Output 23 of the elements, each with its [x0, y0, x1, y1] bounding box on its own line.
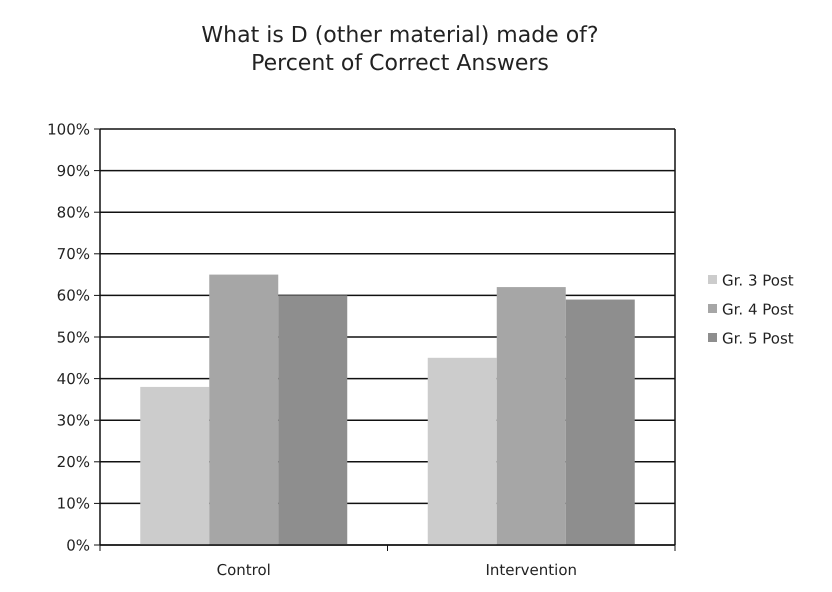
chart-title: What is D (other material) made of? Percent of Correct Answers [201, 23, 599, 76]
x-tick-label: Intervention [485, 561, 578, 579]
bar [278, 295, 348, 545]
bar [209, 274, 278, 545]
y-tick-label: 20% [56, 453, 90, 472]
bar [496, 287, 566, 545]
y-tick-label: 10% [56, 494, 90, 513]
x-tick-label: Control [216, 561, 271, 579]
y-tick-label: 80% [56, 203, 90, 222]
y-tick-label: 70% [56, 245, 90, 264]
y-tick-label: 100% [47, 120, 90, 138]
legend-label: Gr. 5 Post [722, 329, 794, 348]
bar [566, 300, 635, 545]
y-tick-label: 40% [56, 370, 90, 388]
legend-label: Gr. 4 Post [722, 300, 794, 318]
bar [140, 386, 210, 545]
bar [428, 358, 497, 545]
y-tick-label: 60% [56, 286, 90, 305]
y-tick-label: 30% [56, 411, 90, 430]
y-tick-label: 90% [56, 162, 90, 180]
y-tick-label: 0% [66, 536, 90, 554]
legend-label: Gr. 3 Post [722, 271, 794, 290]
y-tick-label: 50% [56, 328, 90, 346]
